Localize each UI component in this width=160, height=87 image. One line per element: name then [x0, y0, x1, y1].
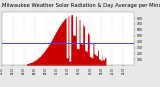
Text: Milwaukee Weather Solar Radiation & Day Average per Minute W/m² (Today): Milwaukee Weather Solar Radiation & Day …	[2, 3, 160, 8]
